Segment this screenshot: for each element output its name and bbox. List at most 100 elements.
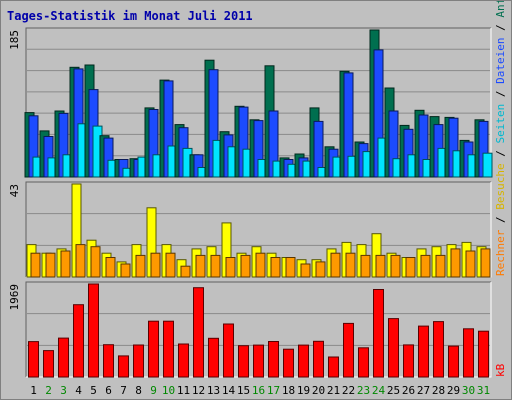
- x-tick-label-2: 2: [45, 384, 52, 397]
- bar-rechner-day-5: [90, 246, 101, 278]
- x-tick-label-31: 31: [477, 384, 490, 397]
- bar-rechner-day-9: [150, 252, 161, 278]
- plot-border-dark: [25, 281, 491, 377]
- x-tick-label-15: 15: [237, 384, 250, 397]
- bar-rechner-day-6: [105, 257, 116, 278]
- bar-rechner-day-8: [135, 254, 146, 278]
- bar-rechner-day-20: [315, 261, 326, 278]
- bar-rechner-day-27: [420, 254, 431, 278]
- legend-entry-dateien: Dateien: [494, 38, 507, 84]
- bar-rechner-day-26: [405, 257, 416, 278]
- bar-rechner-day-1: [30, 252, 41, 278]
- bar-rechner-day-23: [360, 254, 371, 278]
- x-tick-label-13: 13: [207, 384, 220, 397]
- bar-rechner-day-30: [465, 250, 476, 278]
- x-tick-label-4: 4: [75, 384, 82, 397]
- x-tick-label-23: 23: [357, 384, 370, 397]
- bar-seiten-day-31: [482, 152, 493, 178]
- x-tick-label-6: 6: [105, 384, 112, 397]
- bar-rechner-day-17: [270, 257, 281, 278]
- bar-kb-day-28: [433, 321, 444, 378]
- x-tick-label-18: 18: [282, 384, 295, 397]
- bar-kb-day-24: [373, 289, 384, 378]
- bar-kb-day-2: [43, 350, 54, 378]
- bar-rechner-day-11: [180, 265, 191, 278]
- bar-kb-day-27: [418, 325, 429, 378]
- bar-rechner-day-28: [435, 254, 446, 278]
- bar-kb-day-6: [103, 344, 114, 378]
- bar-rechner-day-2: [45, 252, 56, 278]
- x-tick-label-10: 10: [162, 384, 175, 397]
- bar-rechner-day-22: [345, 252, 356, 278]
- x-tick-label-7: 7: [120, 384, 127, 397]
- bar-rechner-day-19: [300, 263, 311, 278]
- x-tick-label-30: 30: [462, 384, 475, 397]
- bar-kb-day-17: [268, 341, 279, 378]
- bar-rechner-day-13: [210, 254, 221, 278]
- right-legend-text: Rechner / Besuche / Seiten / Dateien / A…: [494, 1, 507, 276]
- x-tick-label-26: 26: [402, 384, 415, 397]
- legend-entry-separator: /: [494, 18, 507, 38]
- bar-kb-day-12: [193, 287, 204, 378]
- x-tick-label-20: 20: [312, 384, 325, 397]
- y-max-label-besuche_rechner: 43: [8, 184, 21, 197]
- x-tick-label-25: 25: [387, 384, 400, 397]
- bar-rechner-day-31: [480, 248, 491, 278]
- x-tick-label-24: 24: [372, 384, 386, 397]
- bar-kb-day-22: [343, 322, 354, 378]
- bar-kb-day-30: [463, 328, 474, 378]
- bar-rechner-day-3: [60, 250, 71, 278]
- bar-kb-day-5: [88, 283, 99, 378]
- legend-entry-separator: /: [494, 144, 507, 164]
- bar-rechner-day-16: [255, 252, 266, 278]
- bar-kb-day-20: [313, 340, 324, 378]
- bar-kb-day-3: [58, 337, 69, 378]
- bar-rechner-day-14: [225, 257, 236, 278]
- x-tick-label-27: 27: [417, 384, 430, 397]
- bar-rechner-day-7: [120, 263, 131, 278]
- legend-entry-separator: /: [494, 210, 507, 230]
- legend-entry-seiten: Seiten: [494, 104, 507, 144]
- x-tick-label-17: 17: [267, 384, 280, 397]
- bar-rechner-day-25: [390, 254, 401, 278]
- bar-kb-day-21: [328, 356, 339, 378]
- x-tick-label-8: 8: [135, 384, 142, 397]
- bar-rechner-day-18: [285, 257, 296, 278]
- bar-kb-day-23: [358, 347, 369, 378]
- bar-kb-day-8: [133, 344, 144, 378]
- bar-kb-day-26: [403, 344, 414, 378]
- x-tick-label-9: 9: [150, 384, 157, 397]
- bar-rechner-day-21: [330, 252, 341, 278]
- bar-kb-day-29: [448, 345, 459, 378]
- bar-rechner-day-29: [450, 248, 461, 278]
- x-tick-label-22: 22: [342, 384, 355, 397]
- x-tick-label-16: 16: [252, 384, 265, 397]
- bar-kb-day-14: [223, 323, 234, 378]
- x-tick-label-12: 12: [192, 384, 205, 397]
- x-tick-label-28: 28: [432, 384, 445, 397]
- bar-kb-day-9: [148, 320, 159, 378]
- bar-kb-day-13: [208, 337, 219, 378]
- bar-kb-day-31: [478, 330, 489, 378]
- y-max-label-kb: 1969: [8, 284, 21, 311]
- legend-entry-rechner: Rechner: [494, 229, 507, 276]
- x-tick-label-14: 14: [222, 384, 236, 397]
- chart-title: Tages-Statistik im Monat Juli 2011: [7, 9, 253, 23]
- plot-border-dark: [25, 181, 491, 277]
- bar-kb-day-11: [178, 343, 189, 378]
- bar-rechner-day-15: [240, 254, 251, 278]
- bar-kb-day-4: [73, 304, 84, 378]
- bar-kb-day-16: [253, 344, 264, 378]
- legend-entry-besuche: Besuche: [494, 163, 507, 209]
- bar-kb-day-15: [238, 345, 249, 378]
- x-tick-label-1: 1: [30, 384, 37, 397]
- bar-rechner-day-24: [375, 254, 386, 278]
- x-tick-label-11: 11: [177, 384, 190, 397]
- legend-entry-anfragen: Anfragen: [494, 1, 507, 18]
- bar-kb-day-18: [283, 348, 294, 378]
- x-tick-label-3: 3: [60, 384, 67, 397]
- x-tick-label-5: 5: [90, 384, 97, 397]
- bar-kb-day-7: [118, 355, 129, 378]
